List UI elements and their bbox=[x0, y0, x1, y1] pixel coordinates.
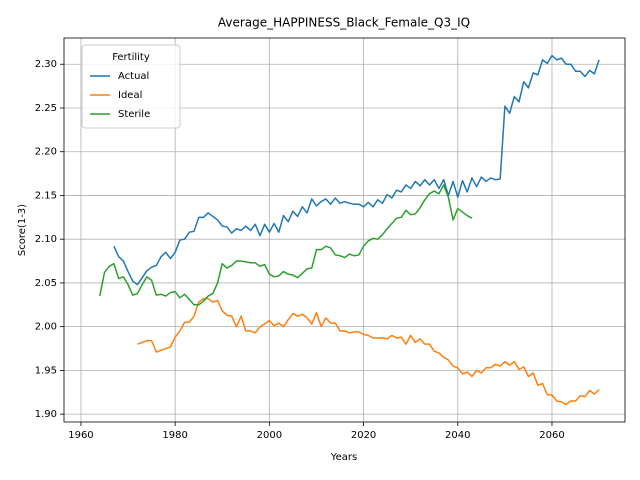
y-tick-label: 2.05 bbox=[35, 278, 57, 289]
line-series bbox=[99, 184, 473, 306]
y-tick-label: 2.30 bbox=[35, 59, 57, 70]
legend-label: Actual bbox=[118, 71, 149, 82]
y-tick-label: 1.95 bbox=[35, 365, 57, 376]
x-tick-label: 1960 bbox=[68, 430, 93, 441]
legend-label: Sterile bbox=[118, 109, 150, 120]
x-tick-label: 2060 bbox=[539, 430, 564, 441]
y-tick-label: 2.25 bbox=[35, 103, 57, 114]
plot-frame bbox=[63, 37, 626, 423]
x-tick-label: 2000 bbox=[257, 430, 282, 441]
legend-title: Fertility bbox=[112, 52, 150, 63]
y-tick-label: 2.10 bbox=[35, 234, 57, 245]
x-tick-label: 2020 bbox=[351, 430, 376, 441]
y-axis-label: Score(1-3) bbox=[17, 204, 28, 256]
y-tick-label: 2.15 bbox=[35, 190, 57, 201]
y-tick-label: 2.00 bbox=[35, 322, 57, 333]
chart-title: Average_HAPPINESS_Black_Female_Q3_IQ bbox=[218, 16, 470, 30]
x-tick-label: 1980 bbox=[162, 430, 187, 441]
line-series bbox=[137, 297, 600, 406]
legend-box bbox=[81, 44, 181, 129]
legend: Fertility Actual Ideal Sterile bbox=[81, 44, 181, 129]
legend-label: Ideal bbox=[118, 90, 142, 101]
x-tick-label: 2040 bbox=[445, 430, 470, 441]
x-axis-label: Years bbox=[330, 452, 357, 463]
line-series bbox=[113, 54, 600, 286]
y-tick-label: 2.20 bbox=[35, 147, 57, 158]
y-tick-label: 1.90 bbox=[35, 409, 57, 420]
